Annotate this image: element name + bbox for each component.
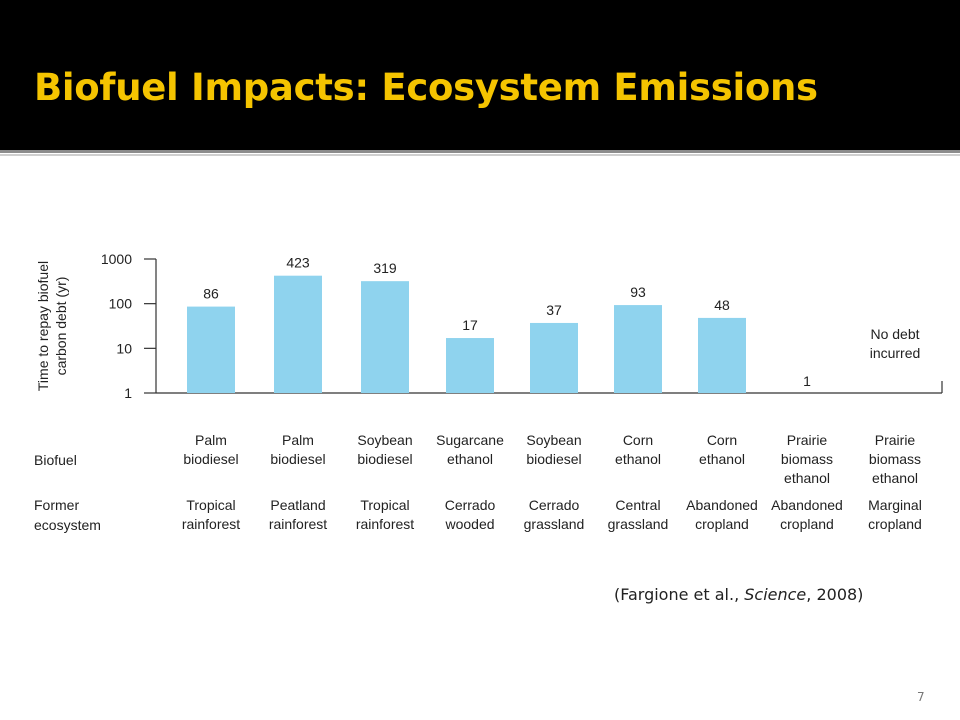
biofuel-label: Prairie [787, 432, 828, 448]
biofuel-label: Palm [195, 432, 227, 448]
former-ecosystem-label: Marginal [868, 497, 922, 513]
biofuel-label: biodiesel [526, 451, 581, 467]
former-ecosystem-label: Tropical [360, 497, 409, 513]
biofuel-label: biodiesel [270, 451, 325, 467]
former-ecosystem-label: Abandoned [771, 497, 843, 513]
biofuel-label: ethanol [699, 451, 745, 467]
bar-value-label: incurred [870, 345, 921, 361]
bar [274, 275, 322, 393]
biofuel-label: biodiesel [183, 451, 238, 467]
bar-value-label: 319 [373, 260, 397, 276]
page-number: 7 [917, 690, 925, 704]
y-axis-title: Time to repay biofuel [35, 261, 51, 391]
bar-value-label: 48 [714, 297, 730, 313]
y-tick-label: 1 [124, 385, 132, 401]
biofuel-label: Corn [623, 432, 653, 448]
bar [187, 306, 235, 393]
y-axis-title: carbon debt (yr) [53, 277, 69, 376]
bar [530, 322, 578, 393]
bar-value-label: 93 [630, 284, 646, 300]
row-header-former-ecosystem: ecosystem [34, 517, 101, 533]
former-ecosystem-label: cropland [868, 516, 922, 532]
former-ecosystem-label: Peatland [270, 497, 325, 513]
biofuel-label: ethanol [872, 470, 918, 486]
row-header-biofuel: Biofuel [34, 452, 77, 468]
biofuel-label: Soybean [357, 432, 412, 448]
y-tick-label: 100 [109, 296, 133, 312]
former-ecosystem-label: grassland [608, 516, 669, 532]
citation-year: , 2008) [806, 585, 864, 604]
biofuel-label: ethanol [784, 470, 830, 486]
former-ecosystem-label: rainforest [269, 516, 327, 532]
bar [361, 281, 409, 393]
title-divider [0, 150, 960, 153]
bar [446, 338, 494, 393]
former-ecosystem-label: grassland [524, 516, 585, 532]
former-ecosystem-label: wooded [444, 516, 494, 532]
bar-value-label: No debt [870, 326, 919, 342]
former-ecosystem-label: Cerrado [445, 497, 496, 513]
biofuel-label: Sugarcane [436, 432, 504, 448]
former-ecosystem-label: Tropical [186, 497, 235, 513]
biofuel-label: ethanol [615, 451, 661, 467]
title-divider-light [0, 154, 960, 156]
bar-value-label: 423 [286, 255, 310, 271]
bar [614, 305, 662, 393]
bar-value-label: 86 [203, 286, 219, 302]
slide-title: Biofuel Impacts: Ecosystem Emissions [34, 66, 818, 109]
y-tick-label: 10 [116, 340, 132, 356]
citation-authors: (Fargione et al., [614, 585, 745, 604]
title-bar [0, 0, 960, 150]
bar [698, 317, 746, 393]
biofuel-label: biomass [869, 451, 921, 467]
former-ecosystem-label: Cerrado [529, 497, 580, 513]
citation-journal: Science [744, 585, 807, 604]
former-ecosystem-label: rainforest [356, 516, 414, 532]
bar-value-label: 37 [546, 302, 562, 318]
biofuel-label: Soybean [526, 432, 581, 448]
biofuel-label: Corn [707, 432, 737, 448]
biofuel-label: biodiesel [357, 451, 412, 467]
row-header-former-ecosystem: Former [34, 497, 79, 513]
biofuel-label: Palm [282, 432, 314, 448]
biofuel-label: ethanol [447, 451, 493, 467]
citation: (Fargione et al., Science, 2008) [614, 585, 863, 604]
biofuel-label: biomass [781, 451, 833, 467]
former-ecosystem-label: Central [615, 497, 660, 513]
y-tick-label: 1000 [101, 251, 132, 267]
bar-value-label: 17 [462, 317, 478, 333]
former-ecosystem-label: Abandoned [686, 497, 758, 513]
former-ecosystem-label: cropland [695, 516, 749, 532]
former-ecosystem-label: cropland [780, 516, 834, 532]
former-ecosystem-label: rainforest [182, 516, 240, 532]
biofuel-label: Prairie [875, 432, 916, 448]
bar-value-label: 1 [803, 373, 811, 389]
